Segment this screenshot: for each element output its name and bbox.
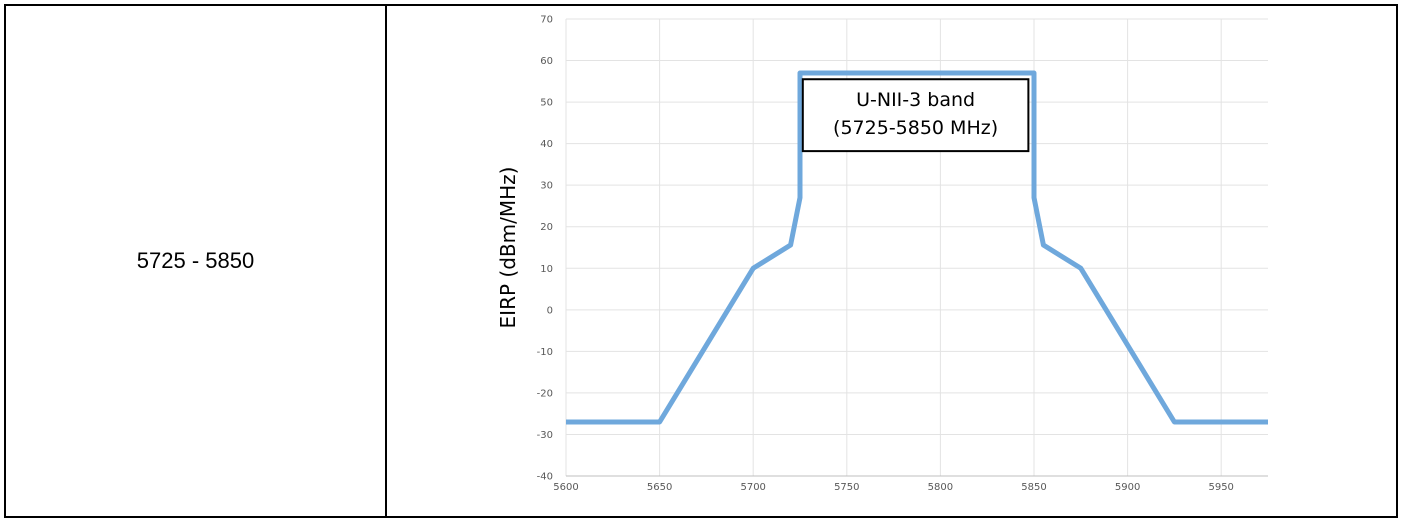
x-tick-label: 5950 xyxy=(1208,482,1233,493)
y-tick-label: 40 xyxy=(540,139,553,150)
annotation-box xyxy=(801,78,1030,153)
table-frame xyxy=(4,4,1398,518)
y-tick-label: -30 xyxy=(537,430,553,441)
chart-cell: -40 -30 -20 -10 0 10 20 30 40 50 60 70 5600 5650 5700… xyxy=(387,6,1396,516)
frequency-range-label: 5725 - 5850 xyxy=(136,248,255,273)
x-tick-labels: 5600 5650 5700 5750 5800 5850 5900 5950 xyxy=(553,482,1234,493)
cell-divider xyxy=(385,4,387,518)
series-line xyxy=(566,70,1268,425)
band-annotation: U-NII-3 band (5725-5850 MHz) xyxy=(801,78,1030,153)
y-tick-label: 50 xyxy=(540,98,553,109)
y-axis-label: EIRP (dBm/MHz) xyxy=(496,167,520,329)
frequency-range-cell: 5725 - 5850 xyxy=(6,6,385,516)
y-tick-labels: -40 -30 -20 -10 0 10 20 30 40 50 60 70 xyxy=(537,15,553,483)
y-tick-label: 20 xyxy=(540,222,553,233)
annotation-line-2: (5725-5850 MHz) xyxy=(833,117,998,139)
y-tick-label: -20 xyxy=(537,388,553,399)
y-tick-label: 70 xyxy=(540,15,553,26)
series-layer xyxy=(566,70,1268,425)
annotation-line-1: U-NII-3 band xyxy=(856,89,975,111)
x-tick-label: 5750 xyxy=(834,482,859,493)
y-tick-label: 30 xyxy=(540,181,553,192)
x-tick-label: 5900 xyxy=(1115,482,1140,493)
y-tick-label: 0 xyxy=(547,305,553,316)
x-tick-label: 5700 xyxy=(740,482,765,493)
y-tick-label: 10 xyxy=(540,264,553,275)
x-tick-label: 5650 xyxy=(647,482,672,493)
y-tick-label: -40 xyxy=(537,472,553,483)
eirp-chart: -40 -30 -20 -10 0 10 20 30 40 50 60 70 5600 5650 5700… xyxy=(496,15,1268,493)
y-tick-label: 60 xyxy=(540,56,553,67)
x-tick-label: 5800 xyxy=(928,482,953,493)
x-tick-label: 5600 xyxy=(553,482,578,493)
y-tick-label: -10 xyxy=(537,347,553,358)
x-tick-label: 5850 xyxy=(1021,482,1046,493)
